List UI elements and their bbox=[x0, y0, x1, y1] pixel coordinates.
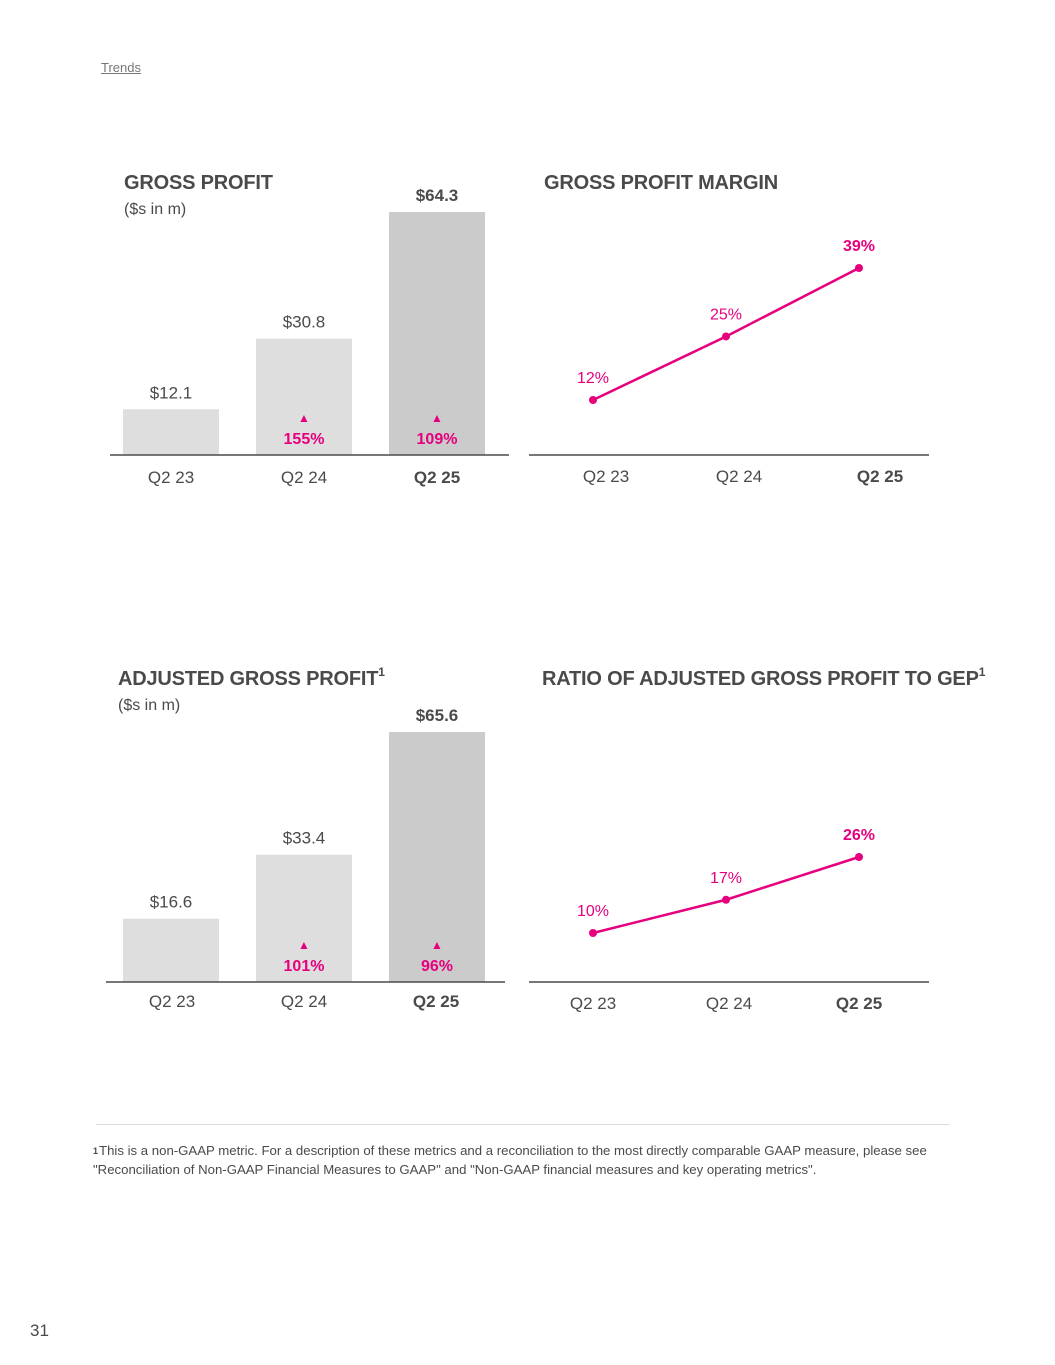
chart3-growth-label: 101% bbox=[284, 958, 325, 975]
chart1-bar bbox=[123, 409, 219, 455]
ratio-adjusted-gross-profit-title: RATIO OF ADJUSTED GROSS PROFIT TO GEP1 bbox=[542, 665, 986, 690]
chart4-data-label: 10% bbox=[577, 903, 609, 920]
chart2-tick-label: Q2 24 bbox=[716, 467, 762, 486]
chart2-point bbox=[855, 264, 863, 272]
chart4-tick-label: Q2 23 bbox=[570, 994, 616, 1013]
chart4-data-label: 17% bbox=[710, 870, 742, 887]
page-number: 31 bbox=[30, 1321, 49, 1340]
footnote-ref: 1 bbox=[378, 665, 385, 679]
chart2-tick-label: Q2 25 bbox=[857, 467, 903, 486]
chart2-data-label: 39% bbox=[843, 238, 875, 255]
chart2-tick-label: Q2 23 bbox=[583, 467, 629, 486]
chart4-point bbox=[722, 895, 730, 904]
chart1-bar bbox=[389, 212, 485, 455]
chart2-point bbox=[589, 396, 597, 404]
chart3-growth-label: 96% bbox=[421, 958, 453, 975]
trends-link[interactable]: Trends bbox=[101, 60, 141, 75]
chart4-point bbox=[589, 929, 597, 937]
chart2-data-label: 12% bbox=[577, 370, 609, 387]
footnote: 1This is a non-GAAP metric. For a descri… bbox=[93, 1141, 933, 1179]
chart1-value-label: $64.3 bbox=[416, 186, 459, 205]
chart3-bar bbox=[123, 918, 219, 982]
chart3-tick-label: Q2 24 bbox=[281, 992, 327, 1011]
chart4-series-line bbox=[592, 855, 860, 935]
chart3-growth-up-icon: ▲ bbox=[431, 938, 443, 952]
chart3-bar bbox=[256, 854, 352, 982]
chart1-value-label: $12.1 bbox=[150, 383, 193, 402]
chart3-value-label: $16.6 bbox=[150, 893, 193, 912]
chart3-value-label: $33.4 bbox=[283, 829, 326, 848]
chart4-point bbox=[855, 853, 863, 861]
chart4-tick-label: Q2 24 bbox=[706, 994, 752, 1013]
chart3-growth-up-icon: ▲ bbox=[298, 938, 310, 952]
gross-profit-title: GROSS PROFIT bbox=[124, 172, 273, 194]
chart1-growth-label: 109% bbox=[417, 431, 458, 448]
chart1-growth-up-icon: ▲ bbox=[298, 411, 310, 425]
gross-profit-margin-title: GROSS PROFIT MARGIN bbox=[544, 172, 778, 194]
adjusted-gross-profit-subtitle: ($s in m) bbox=[118, 697, 181, 714]
chart1-tick-label: Q2 23 bbox=[148, 468, 194, 487]
chart3-tick-label: Q2 23 bbox=[149, 992, 195, 1011]
footnote-text: This is a non-GAAP metric. For a descrip… bbox=[93, 1143, 927, 1177]
chart1-bar bbox=[256, 338, 352, 455]
chart3-bar bbox=[389, 732, 485, 982]
footnote-ref: 1 bbox=[978, 665, 986, 679]
chart3-tick-label: Q2 25 bbox=[413, 992, 459, 1011]
chart3-value-label: $65.6 bbox=[416, 706, 459, 725]
footnote-marker: 1 bbox=[93, 1146, 99, 1156]
chart1-growth-label: 155% bbox=[284, 431, 325, 448]
gross-profit-subtitle: ($s in m) bbox=[124, 201, 187, 218]
adjusted-gross-profit-title: ADJUSTED GROSS PROFIT1 bbox=[118, 665, 385, 690]
chart1-value-label: $30.8 bbox=[283, 313, 326, 332]
chart2-data-label: 25% bbox=[710, 306, 742, 323]
chart1-growth-up-icon: ▲ bbox=[431, 411, 443, 425]
chart1-tick-label: Q2 25 bbox=[414, 468, 460, 487]
chart4-data-label: 26% bbox=[843, 827, 875, 844]
footnote-divider bbox=[96, 1124, 950, 1125]
chart4-tick-label: Q2 25 bbox=[836, 994, 882, 1013]
chart2-point bbox=[722, 332, 730, 341]
chart1-tick-label: Q2 24 bbox=[281, 468, 327, 487]
